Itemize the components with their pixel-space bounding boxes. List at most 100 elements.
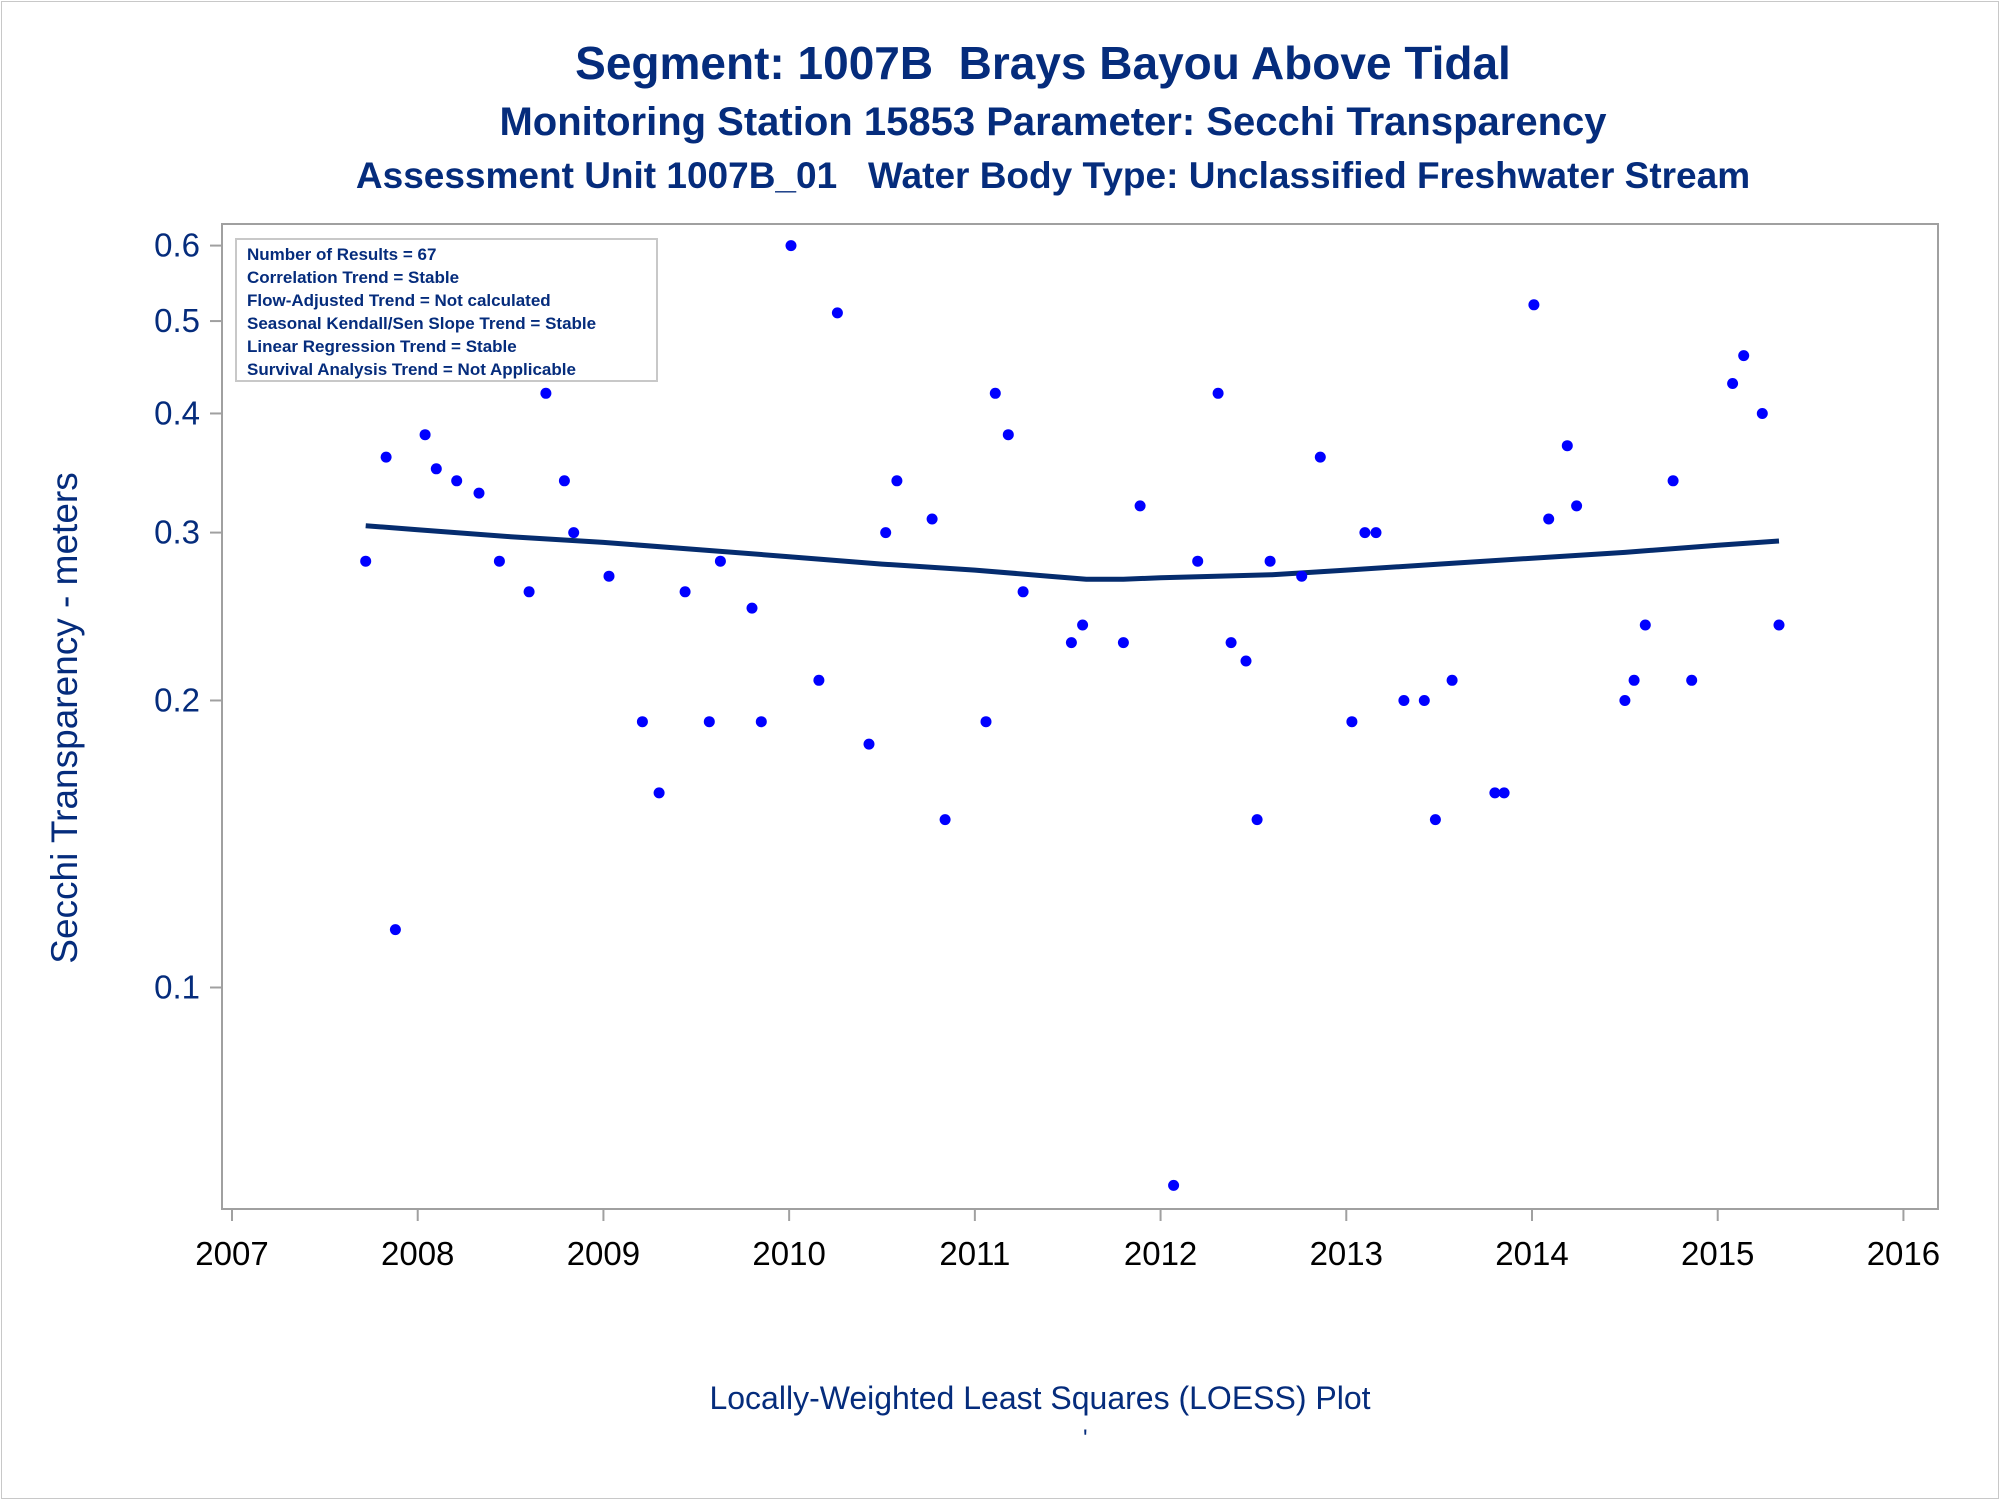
data-point bbox=[451, 475, 463, 487]
data-point bbox=[1225, 637, 1237, 649]
data-point bbox=[813, 674, 825, 686]
data-point bbox=[603, 570, 615, 582]
stats-line-flow-adjusted: Flow-Adjusted Trend = Not calculated bbox=[247, 291, 551, 310]
data-point bbox=[1212, 387, 1224, 399]
data-point bbox=[540, 387, 552, 399]
loess-trend-line bbox=[365, 523, 1780, 582]
data-point bbox=[1619, 695, 1631, 706]
data-point bbox=[1756, 408, 1768, 419]
data-point bbox=[1065, 637, 1077, 649]
data-point bbox=[1528, 299, 1540, 311]
stats-line-results: Number of Results = 67 bbox=[247, 245, 436, 264]
x-tick-label: 2011 bbox=[939, 1235, 1010, 1272]
chart-title-segment: Segment: 1007B Brays Bayou Above Tidal bbox=[575, 37, 1511, 89]
data-point bbox=[1002, 429, 1014, 441]
x-tick-label: 2008 bbox=[381, 1235, 454, 1272]
data-point bbox=[568, 527, 580, 539]
data-point bbox=[1168, 1179, 1180, 1191]
data-point bbox=[558, 475, 570, 487]
data-point bbox=[523, 586, 535, 598]
data-point bbox=[831, 307, 843, 319]
data-point bbox=[389, 924, 401, 936]
data-point bbox=[939, 814, 951, 826]
x-tick-label: 2013 bbox=[1310, 1235, 1383, 1272]
data-point bbox=[1561, 440, 1573, 452]
data-point bbox=[1628, 674, 1640, 686]
y-tick-label: 0.1 bbox=[154, 968, 200, 1005]
data-point bbox=[714, 555, 726, 567]
y-tick-label: 0.6 bbox=[154, 227, 200, 264]
data-point bbox=[1773, 619, 1785, 631]
data-point bbox=[360, 555, 372, 567]
data-point bbox=[1134, 500, 1146, 512]
stats-line-survival-analysis: Survival Analysis Trend = Not Applicable bbox=[247, 360, 576, 379]
data-point bbox=[1314, 451, 1326, 463]
data-point bbox=[755, 716, 767, 728]
x-tick-label: 2014 bbox=[1495, 1235, 1568, 1272]
data-point bbox=[1192, 555, 1204, 567]
x-axis: 2007 2008 2009 2010 2011 2012 2013 2014 2015 2016 bbox=[195, 1209, 1940, 1272]
x-tick-label: 2016 bbox=[1867, 1235, 1940, 1272]
data-point bbox=[785, 240, 797, 252]
data-point bbox=[1240, 655, 1252, 667]
y-tick-label: 0.2 bbox=[154, 681, 200, 718]
y-tick-label: 0.5 bbox=[154, 302, 200, 339]
data-point bbox=[703, 716, 715, 728]
loess-trend-layer bbox=[365, 523, 1780, 582]
data-point bbox=[1296, 570, 1308, 582]
data-point bbox=[1446, 674, 1458, 686]
stats-line-correlation: Correlation Trend = Stable bbox=[247, 268, 459, 287]
data-point bbox=[880, 527, 892, 539]
data-point bbox=[891, 475, 903, 487]
data-point bbox=[989, 387, 1001, 399]
data-point bbox=[419, 429, 431, 441]
data-point bbox=[636, 716, 648, 728]
data-point bbox=[380, 451, 392, 463]
data-point bbox=[1264, 555, 1276, 567]
stats-line-seasonal-kendall: Seasonal Kendall/Sen Slope Trend = Stabl… bbox=[247, 314, 596, 333]
data-point bbox=[926, 513, 938, 525]
x-tick-label: 2007 bbox=[195, 1235, 268, 1272]
y-tick-label: 0.4 bbox=[154, 394, 200, 431]
data-point bbox=[430, 463, 442, 475]
data-point bbox=[493, 555, 505, 567]
y-tick-label: 0.3 bbox=[154, 514, 200, 551]
data-point bbox=[980, 716, 992, 728]
data-point bbox=[1498, 787, 1510, 799]
data-point bbox=[1543, 513, 1555, 525]
data-point bbox=[1398, 695, 1410, 706]
data-point bbox=[473, 487, 485, 499]
x-tick-label: 2015 bbox=[1681, 1235, 1754, 1272]
y-axis-label: Secchi Transparency - meters bbox=[44, 472, 85, 963]
plot-caption: Locally-Weighted Least Squares (LOESS) P… bbox=[709, 1380, 1371, 1416]
data-point bbox=[1571, 500, 1583, 512]
data-point bbox=[1077, 619, 1089, 631]
data-point bbox=[1639, 619, 1651, 631]
footer-mark: ' bbox=[1083, 1425, 1088, 1452]
chart-title-station: Monitoring Station 15853 Parameter: Secc… bbox=[499, 100, 1607, 144]
data-point bbox=[1738, 350, 1750, 362]
data-point bbox=[863, 738, 875, 750]
data-point bbox=[679, 586, 691, 598]
data-point bbox=[1686, 674, 1698, 686]
data-point bbox=[1429, 814, 1441, 826]
data-point bbox=[653, 787, 665, 799]
x-tick-label: 2010 bbox=[752, 1235, 825, 1272]
data-point bbox=[1117, 637, 1129, 649]
data-points-layer bbox=[360, 240, 1785, 1191]
x-tick-label: 2012 bbox=[1124, 1235, 1197, 1272]
data-point bbox=[1359, 527, 1371, 539]
data-point bbox=[1418, 695, 1430, 706]
data-point bbox=[1489, 787, 1501, 799]
plot-area bbox=[221, 223, 1939, 1210]
data-point bbox=[1017, 586, 1029, 598]
data-point bbox=[1370, 527, 1382, 539]
y-axis: 0.1 0.2 0.3 0.4 0.5 0.6 bbox=[154, 227, 222, 1005]
stats-line-linear-regression: Linear Regression Trend = Stable bbox=[247, 337, 517, 356]
trend-stats-box: Number of Results = 67 Correlation Trend… bbox=[235, 238, 658, 382]
data-point bbox=[1667, 475, 1679, 487]
x-tick-label: 2009 bbox=[567, 1235, 640, 1272]
stats-box-border bbox=[235, 238, 658, 382]
